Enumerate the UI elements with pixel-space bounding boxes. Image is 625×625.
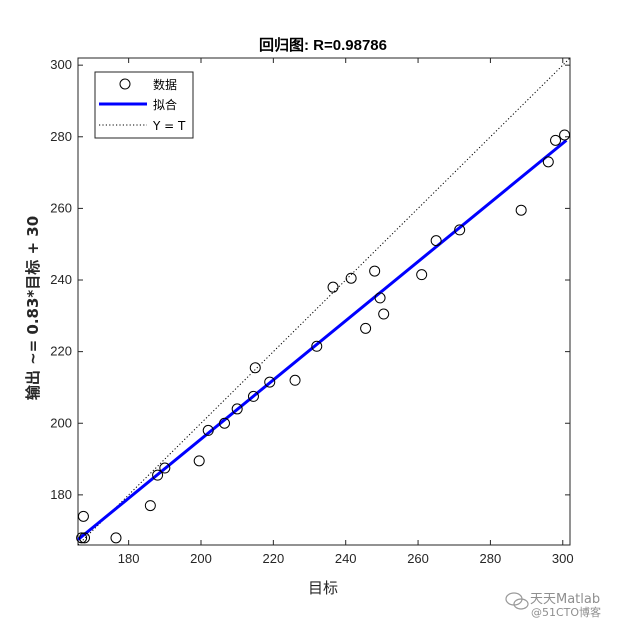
data-point-14 [264,376,276,388]
data-point-11 [231,403,243,415]
data-point-28 [550,134,562,146]
data-point-18 [345,272,357,284]
data-point-6 [152,469,164,481]
legend-data-marker [119,78,131,90]
data-point-26 [515,204,527,216]
plot-area: 180 200 220 240 260 280 300 180 200 220 240 260 280 3… [50,57,573,566]
data-point-3 [79,532,91,544]
legend-fit-label: 拟合 [153,97,177,112]
data-point-13 [249,362,261,374]
watermark-sub-text: @51CTO博客 [531,605,601,619]
data-point-25 [454,224,466,236]
data-point-24 [430,235,442,247]
data-point-12 [247,390,259,402]
data-point-8 [193,455,205,467]
x-tick-label: 280 [480,551,502,566]
y-axis-label: 输出 ~= 0.83*目标 + 30 [24,216,42,400]
data-point-16 [311,340,323,352]
data-point-27 [542,156,554,168]
data-point-5 [144,500,156,512]
y-tick-label: 220 [50,344,72,359]
y-tick-label: 260 [50,200,72,215]
legend-data-label: 数据 [153,77,177,92]
data-point-19 [360,322,372,334]
data-point-4 [110,532,122,544]
x-tick-label: 220 [263,551,285,566]
x-tick-label: 260 [407,551,429,566]
legend-identity-label: Y = T [152,119,186,133]
y-tick-label: 280 [50,129,72,144]
x-tick-label: 200 [190,551,212,566]
data-point-15 [289,374,301,386]
data-point-7 [159,462,171,474]
data-point-17 [327,281,339,293]
data-point-20 [369,265,381,277]
data-point-1 [76,532,88,544]
plot-frame [77,57,571,546]
x-tick-label: 300 [552,551,574,566]
data-point-9 [202,424,214,436]
x-axis-label: 目标 [308,579,338,597]
data-point-2 [77,510,89,522]
data-point-10 [219,417,231,429]
data-point-21 [374,292,386,304]
y-tick-label: 200 [50,415,72,430]
chart-title: 回归图: R=0.98786 [259,36,387,54]
watermark-main-text: 天天Matlab [530,592,600,607]
y-tick-label: 300 [50,57,72,72]
watermark: 天天Matlab @51CTO博客 [505,592,601,619]
x-tick-label: 240 [335,551,357,566]
x-tick-label: 180 [118,551,140,566]
wechat-logo-icon [505,592,529,610]
data-point-23 [416,269,428,281]
fit-line [77,139,568,541]
data-point-22 [378,308,390,320]
y-tick-label: 240 [50,272,72,287]
y-tick-label: 180 [50,487,72,502]
data-point-29 [559,129,571,141]
